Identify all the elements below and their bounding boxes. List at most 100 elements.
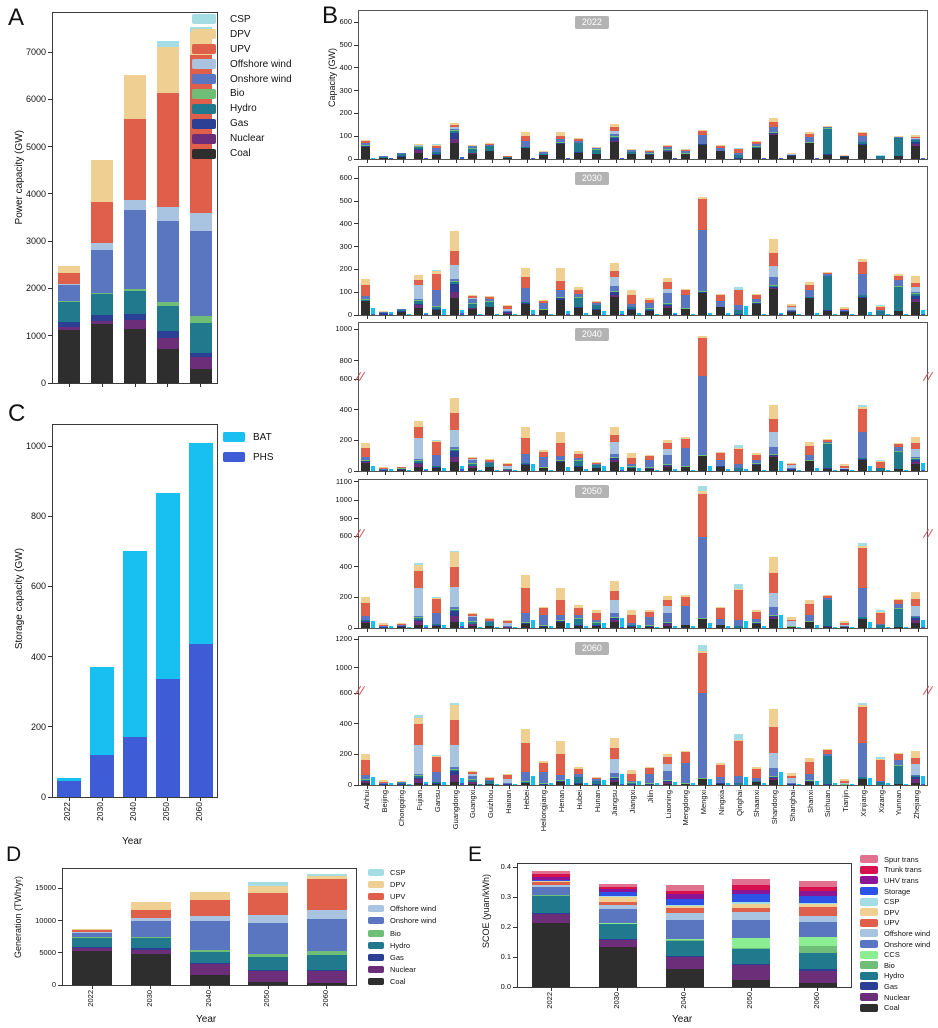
bar-segment-gas — [911, 777, 921, 780]
x-tick — [456, 785, 458, 789]
bar-segment-dpv — [698, 491, 708, 494]
bar-segment-onshore-wind — [732, 919, 771, 938]
bar-segment-upv — [432, 757, 441, 772]
y-tick — [354, 200, 359, 202]
bar-segment-dpv — [538, 150, 548, 152]
y-tick-label: 400 — [339, 62, 352, 72]
bar-segment-bat — [477, 783, 482, 785]
bar-segment-upv — [822, 595, 832, 599]
bar-segment-gas — [361, 300, 370, 302]
y-tick-label: 0 — [347, 466, 352, 475]
y-tick — [354, 566, 359, 568]
bar-segment-bat — [406, 784, 411, 785]
bar-segment-csp — [449, 550, 459, 553]
bar-segment-hydro — [72, 938, 113, 947]
bar-segment-bat — [868, 466, 872, 471]
bar-segment-csp — [414, 714, 424, 718]
bar-segment-coal — [787, 156, 796, 159]
province-label: Hainan — [503, 790, 513, 814]
bar-segment-onshore-wind — [645, 774, 654, 783]
bar-segment-bio — [574, 617, 583, 619]
axis-break-icon — [921, 529, 935, 539]
bar-segment-offshore-wind — [732, 912, 771, 920]
bar-segment-phs — [371, 158, 375, 159]
bar-segment-hydro — [662, 622, 672, 623]
bar-segment-hydro — [858, 457, 867, 460]
bar-segment-hydro — [432, 781, 441, 784]
bar-segment-hydro — [804, 460, 814, 461]
bar-segment-upv — [769, 727, 779, 753]
bar-segment-coal — [645, 154, 654, 159]
bar-segment-phs — [672, 470, 677, 471]
y-tick — [354, 753, 359, 755]
bar-segment-gas — [858, 778, 867, 779]
bar-segment-bat — [548, 313, 553, 315]
bar-segment-coal — [893, 469, 903, 471]
x-tick — [509, 785, 511, 789]
bar-segment-gas — [189, 963, 230, 965]
x-tick — [402, 159, 404, 163]
x-tick — [633, 315, 635, 319]
x-tick — [385, 159, 387, 163]
bar-segment-csp — [432, 144, 441, 145]
y-tick-label: 0 — [51, 980, 56, 989]
bar-segment-dpv — [306, 876, 347, 879]
bar-segment-bat — [548, 626, 553, 628]
bar-segment-coal — [858, 778, 867, 785]
bar-segment-bat — [90, 667, 115, 755]
y-tick-label: 1000 — [335, 662, 352, 672]
x-tick — [473, 628, 475, 632]
bar-segment-onshore-wind — [467, 299, 477, 303]
bar-segment-coal — [680, 783, 690, 785]
bar-segment-bat — [903, 470, 908, 471]
x-tick — [775, 628, 777, 632]
bar-segment-coal — [432, 783, 441, 785]
bar-segment-upv — [91, 202, 114, 244]
bar-segment-bio — [189, 315, 212, 323]
bar-segment-nuclear — [598, 939, 637, 947]
bar-segment-bio — [591, 621, 601, 623]
x-tick — [562, 315, 564, 319]
x-tick — [917, 159, 919, 163]
bar-segment-hydro — [538, 625, 548, 627]
bar-segment-nuclear — [732, 964, 771, 980]
bar-segment-hydro — [627, 307, 637, 309]
bar-segment-coal — [414, 466, 424, 471]
bar-segment-hydro — [432, 623, 441, 626]
bar-segment-hydro — [822, 755, 832, 785]
panel-e-xlabel: Year — [672, 1014, 693, 1025]
bar-segment-dpv — [432, 271, 441, 275]
bar-segment-hydro — [574, 776, 583, 784]
bar-segment-bio — [467, 620, 477, 622]
bar-segment-gas — [591, 625, 601, 626]
bar-segment-upv — [467, 613, 477, 616]
bar-segment-upv — [361, 141, 370, 144]
x-tick — [846, 471, 848, 475]
bar-segment-gas — [532, 912, 571, 915]
bar-segment-coal — [858, 297, 867, 315]
bar-segment-gas — [911, 618, 921, 621]
bar-segment-upv — [485, 459, 495, 462]
bar-segment-upv — [361, 760, 370, 776]
bar-segment-storage — [665, 898, 704, 905]
bar-segment-upv — [804, 446, 814, 455]
bar-segment-hydro — [732, 949, 771, 964]
bar-segment-phs — [530, 784, 535, 785]
bar-segment-gas — [840, 468, 850, 470]
x-tick — [402, 628, 404, 632]
bar-segment-hydro — [627, 624, 637, 627]
y-tick-label: 0.1 — [500, 952, 511, 961]
bar-segment-upv — [769, 573, 779, 594]
bar-segment-upv — [538, 151, 548, 152]
x-tick — [550, 987, 552, 991]
bar-segment-dpv — [189, 892, 230, 900]
bar-segment-upv — [822, 126, 832, 127]
bar-segment-upv — [893, 443, 903, 448]
bar-segment-upv — [378, 625, 388, 627]
x-tick — [402, 471, 404, 475]
bar-segment-nuclear — [306, 970, 347, 983]
bar-segment-upv — [503, 774, 512, 779]
bar-segment-onshore-wind — [556, 138, 566, 142]
bar-segment-bio — [556, 619, 566, 621]
x-tick — [562, 159, 564, 163]
